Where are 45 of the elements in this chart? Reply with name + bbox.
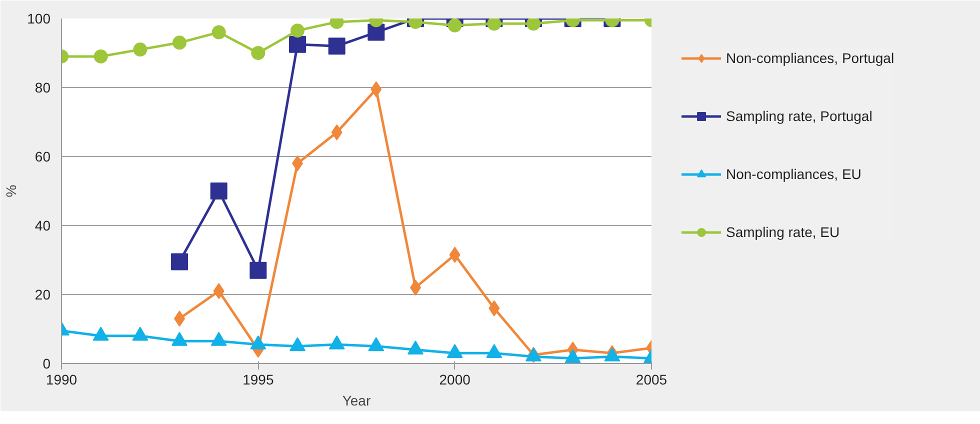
point: [526, 18, 540, 31]
point: [486, 344, 502, 358]
point: [133, 42, 148, 57]
point: [92, 326, 109, 341]
point: [448, 18, 462, 32]
x-tick-label: 1990: [46, 372, 78, 388]
y-tick-label: 80: [34, 80, 51, 96]
y-tick-label: 20: [34, 286, 51, 302]
point: [564, 349, 581, 364]
legend-label: Non-compliances, EU: [726, 166, 862, 182]
x-tick-label: 1995: [242, 372, 274, 388]
point: [132, 326, 148, 341]
legend-label: Sampling rate, EU: [726, 224, 840, 240]
x-tick-label: 2000: [439, 372, 471, 388]
point: [487, 18, 502, 31]
point: [210, 182, 228, 200]
point: [328, 335, 345, 350]
point: [172, 36, 186, 50]
point: [94, 49, 108, 64]
y-tick-label: 0: [42, 356, 51, 372]
point: [290, 24, 304, 38]
x-axis-title: Year: [342, 392, 371, 408]
point: [212, 25, 226, 40]
point: [251, 46, 266, 60]
y-axis-title: %: [3, 184, 20, 198]
y-tick-label: 60: [34, 148, 51, 164]
y-tick-label: 100: [27, 10, 51, 26]
point: [171, 253, 188, 270]
point: [250, 262, 267, 279]
point: [368, 24, 385, 41]
point: [408, 340, 424, 355]
point: [368, 337, 384, 352]
point: [210, 332, 227, 346]
point: [250, 335, 266, 350]
point: [328, 38, 346, 55]
point: [604, 347, 620, 362]
point: [446, 344, 463, 358]
point: [526, 347, 542, 362]
point: [290, 337, 306, 352]
point: [289, 36, 306, 53]
legend-label: Sampling rate, Portugal: [726, 108, 872, 124]
point: [172, 332, 188, 346]
y-tick-label: 40: [34, 218, 51, 234]
legend-label: Non-compliances, Portugal: [726, 50, 894, 66]
x-tick-label: 2005: [636, 372, 668, 388]
